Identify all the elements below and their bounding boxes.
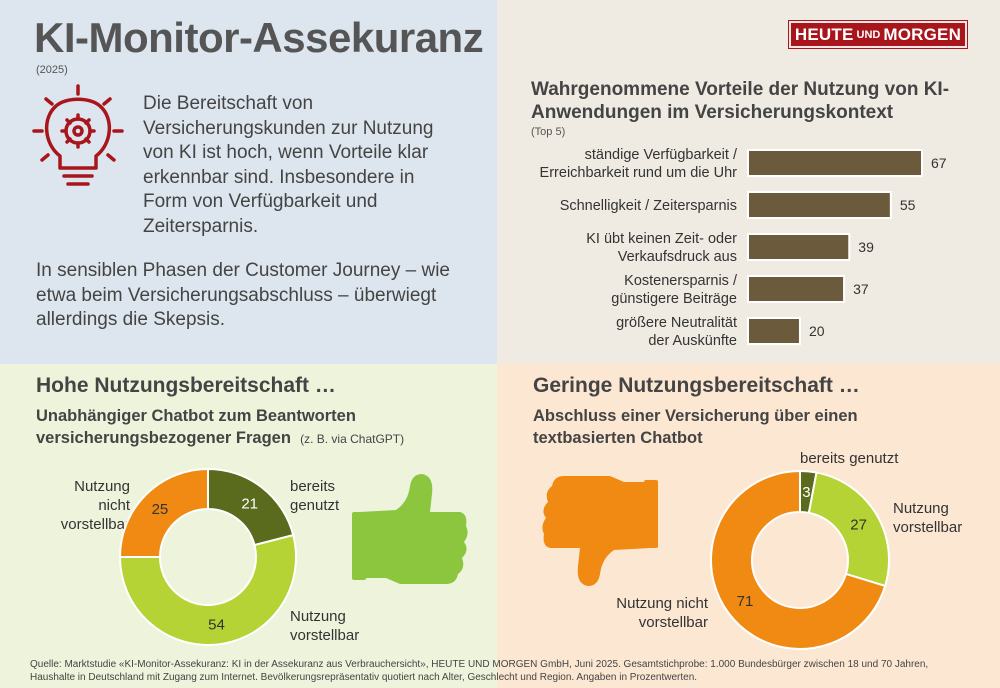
bar-0 (747, 149, 923, 177)
bar-2 (747, 233, 851, 261)
donut1-label-not-imaginable: Nutzung nicht vorstellbar (40, 477, 130, 534)
left-subtitle-line1: Unabhängiger Chatbot zum Beantworten (36, 407, 356, 425)
bar-1 (747, 191, 892, 219)
donut1-label-imaginable-line1: Nutzung (290, 608, 346, 625)
intro-text-2: In sensiblen Phasen der Customer Journey… (36, 260, 451, 330)
bar-value-3: 37 (853, 281, 869, 297)
bar-label-3-0: Kostenersparnis / (624, 273, 738, 289)
brand-logo: HEUTE UND MORGEN (788, 20, 968, 49)
donut2-label-not-imaginable: Nutzung nicht vorstellbar (598, 594, 708, 632)
bar-chart: 67 ständige Verfügbarkeit / Erreichbarkeit… (540, 147, 947, 349)
logo-text-morgen: MORGEN (883, 24, 962, 44)
left-section-subtitle: Unabhängiger Chatbot zum Beantworten ver… (36, 405, 404, 450)
donut-chart-chatbot-contract: 3 27 71 (710, 469, 890, 650)
donut1-label-imaginable-line2: vorstellbar (290, 627, 360, 644)
page-title: KI-Monitor-Assekuranz (34, 14, 484, 61)
donut1-label-imaginable: Nutzung vorstellbar (290, 607, 359, 645)
source-line1: Quelle: Marktstudie «KI-Monitor-Assekura… (30, 659, 929, 670)
donut2-segment-2 (710, 469, 887, 650)
donut1-label-not-imaginable-line2: vorstellbar (60, 516, 130, 533)
intro-text-1: Die Bereitschaft von Versicherungskunden… (143, 93, 434, 237)
right-subtitle-line2: textbasierten Chatbot (533, 429, 703, 447)
donut2-label-not-imaginable-line1: Nutzung nicht (616, 595, 708, 612)
left-subtitle-note: (z. B. via ChatGPT) (300, 432, 405, 446)
donut2-label-imaginable-line1: Nutzung (893, 500, 949, 517)
donut-chart-chatbot-questions: 21 54 25 (118, 467, 297, 646)
logo-text-heute: HEUTE (794, 24, 854, 44)
benefits-panel (497, 0, 1000, 364)
donut2-value-0: 3 (802, 484, 810, 501)
lightbulb-gear-icon (32, 84, 124, 186)
bar-label-2-0: KI übt keinen Zeit- oder (586, 231, 737, 247)
bar-label-0-1: Erreichbarkeit rund um die Uhr (540, 165, 738, 181)
bar-label-4-0: größere Neutralität (616, 315, 737, 331)
bar-3 (747, 275, 846, 303)
bar-chart-title: Wahrgenommene Vorteile der Nutzung von K… (531, 79, 950, 123)
donut2-label-imaginable-line2: vorstellbar (893, 519, 963, 536)
right-subtitle-line1: Abschluss einer Versicherung über einen (533, 407, 858, 425)
donut1-label-not-imaginable-line1: Nutzung nicht (74, 478, 130, 514)
bar-value-2: 39 (858, 239, 874, 255)
bar-label-2-1: Verkaufsdruck aus (618, 249, 737, 265)
right-section-title: Geringe Nutzungsbereitschaft … (533, 374, 860, 397)
donut1-label-used: bereits genutzt (290, 477, 339, 515)
donut1-segment-2 (118, 467, 209, 558)
left-section-title: Hohe Nutzungsbereitschaft … (36, 374, 336, 397)
donut1-label-used-line2: genutzt (290, 497, 340, 514)
bar-value-0: 67 (931, 155, 947, 171)
donut2-value-1: 27 (850, 517, 867, 534)
donut2-label-used-line1: bereits genutzt (800, 450, 899, 467)
donut1-label-used-line1: bereits (290, 478, 336, 495)
donut1-value-1: 54 (208, 616, 225, 633)
logo-text-und: UND (856, 28, 881, 41)
bar-value-1: 55 (900, 197, 916, 213)
bar-label-4-1: der Auskünfte (648, 333, 737, 349)
donut2-segment-1 (807, 471, 890, 588)
donut2-label-imaginable: Nutzung vorstellbar (893, 499, 962, 537)
source-line2: Haushalte in Deutschland mit Zugang zum … (30, 671, 698, 683)
donut2-label-used: bereits genutzt (800, 449, 898, 468)
right-section-subtitle: Abschluss einer Versicherung über einen … (533, 405, 858, 449)
thumbs-up-icon (352, 474, 468, 584)
intro-panel (0, 0, 497, 364)
thumbs-down-icon (542, 476, 658, 586)
donut2-label-not-imaginable-line2: vorstellbar (638, 614, 708, 631)
donut1-value-0: 21 (241, 495, 258, 512)
donut1-segment-1 (118, 533, 297, 646)
bar-4 (747, 317, 801, 345)
donut2-value-2: 71 (737, 593, 754, 610)
left-subtitle-line2: versicherungsbezogener Fragen (z. B. via… (36, 427, 404, 450)
left-subtitle-line2-text: versicherungsbezogener Fragen (36, 429, 291, 447)
donut1-value-2: 25 (152, 501, 169, 518)
bar-chart-subtitle: (Top 5) (531, 126, 566, 138)
bar-label-1-0: Schnelligkeit / Zeitersparnis (560, 198, 737, 214)
bar-value-4: 20 (809, 323, 825, 339)
page-year: (2025) (36, 64, 68, 76)
source-note: Quelle: Marktstudie «KI-Monitor-Assekura… (30, 659, 980, 684)
bar-label-3-1: günstigere Beiträge (611, 291, 737, 307)
bar-label-0-0: ständige Verfügbarkeit / (585, 147, 738, 163)
